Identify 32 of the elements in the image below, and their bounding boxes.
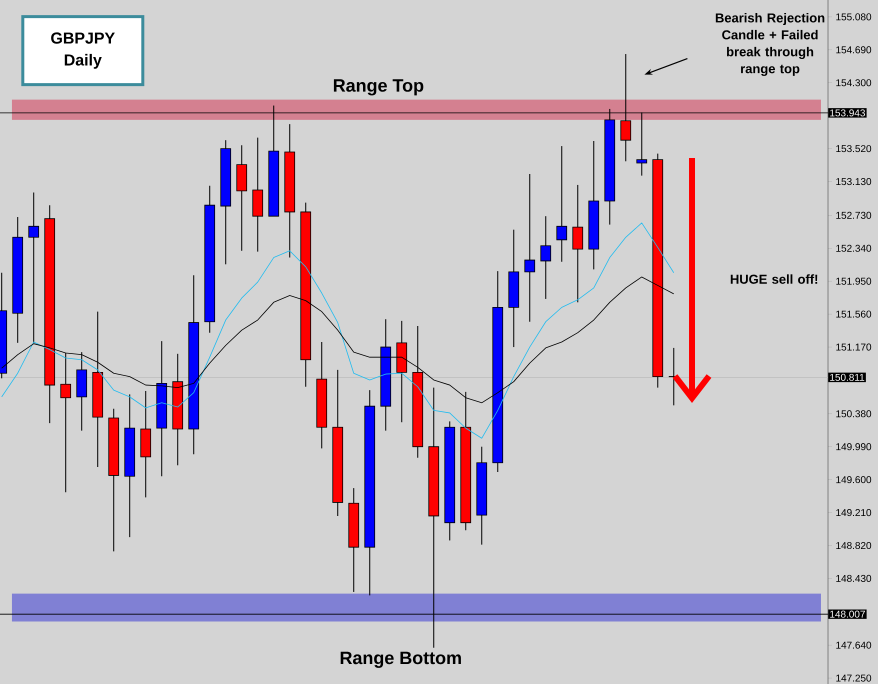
- text: HUGE sell off!: [730, 274, 818, 284]
- y-tick-label: 148.820: [836, 542, 872, 550]
- y-tick-label: 154.690: [836, 46, 872, 54]
- text: Bearish Rejection Candle + Failed break through range top: [716, 12, 824, 76]
- ref-line-label: 148.007: [830, 610, 865, 618]
- y-tick-label: 147.250: [836, 674, 872, 682]
- y-tick-label: 150.380: [836, 410, 872, 418]
- y-tick-label: 151.560: [836, 310, 872, 318]
- candlestick: [556, 146, 568, 262]
- y-tick-label: 151.950: [836, 278, 872, 285]
- y-tick-label: 148.430: [836, 574, 872, 582]
- ref-line-label: 150.811: [830, 374, 864, 381]
- y-tick-label: 147.640: [836, 642, 872, 649]
- y-tick-label: 152.340: [836, 244, 872, 252]
- y-tick-label: 149.210: [836, 509, 872, 516]
- candlestick: [540, 216, 552, 300]
- line-series: [1, 222, 674, 439]
- y-tick-label: 155.080: [836, 13, 872, 20]
- y-tick-label: 151.170: [836, 344, 872, 351]
- y-tick-label: 153.130: [836, 178, 872, 186]
- y-tick-label: 153.520: [836, 145, 872, 152]
- y-tick-label: 154.300: [836, 79, 872, 86]
- candlestick: [524, 173, 536, 322]
- text: Daily: [64, 54, 102, 69]
- band-label: Range Top: [334, 79, 424, 96]
- band-label: Range Bottom: [340, 652, 461, 668]
- y-tick-label: 149.990: [836, 443, 872, 450]
- y-tick-label: 152.730: [836, 212, 872, 219]
- candlestick: [572, 184, 584, 303]
- ref-line-label: 153.943: [830, 109, 865, 116]
- y-tick-label: 149.600: [836, 476, 872, 484]
- text: GBPJPY: [51, 32, 115, 44]
